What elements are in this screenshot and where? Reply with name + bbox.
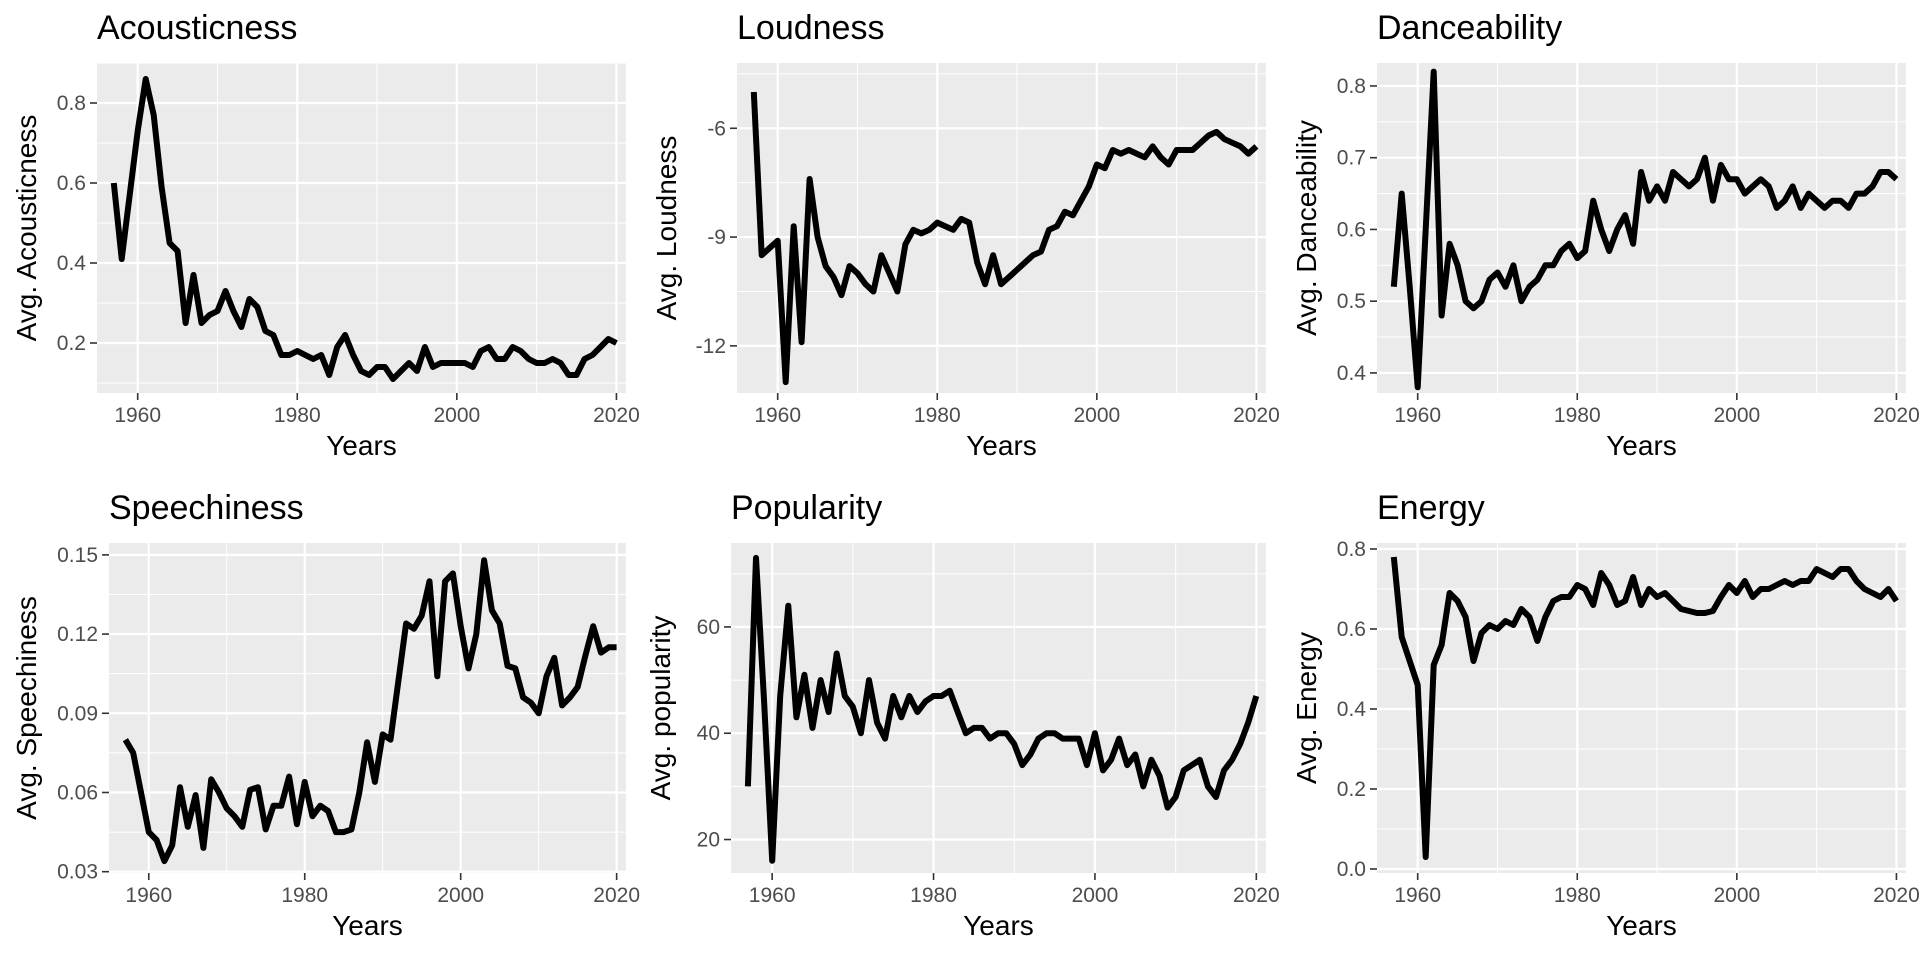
energy-y-tick-label: 0.8 — [1337, 538, 1366, 561]
speechiness-panel: Speechiness Years Avg. Speechiness 1960 1… — [11, 489, 640, 941]
danceability-ylabel: Avg. Danceability — [1291, 120, 1322, 336]
speechiness-x-tick-label: 2000 — [437, 884, 484, 907]
loudness-title: Loudness — [737, 9, 884, 47]
acousticness-panel: Acousticness Years Avg. Acousticness 196… — [11, 9, 640, 461]
energy-x-tick-label: 1960 — [1394, 884, 1441, 907]
acousticness-y-tick-label: 0.8 — [57, 92, 86, 115]
speechiness-y-tick-label: 0.15 — [57, 544, 98, 567]
speechiness-y-tick-label: 0.03 — [57, 861, 98, 884]
loudness-x-tick-label: 1980 — [914, 404, 961, 427]
energy-panel: Energy Years Avg. Energy 1960 1980 2000 202… — [1291, 489, 1920, 941]
popularity-ylabel: Avg. popularity — [645, 616, 676, 801]
energy-y-tick-label: 0.4 — [1337, 698, 1367, 721]
speechiness-xlabel: Years — [332, 910, 403, 941]
danceability-title: Danceability — [1377, 9, 1562, 47]
loudness-ylabel: Avg. Loudness — [651, 136, 682, 321]
popularity-x-tick-label: 2000 — [1072, 884, 1119, 907]
danceability-y-tick-label: 0.6 — [1337, 218, 1366, 241]
speechiness-y-tick-label: 0.06 — [57, 781, 98, 804]
popularity-y-tick-label: 40 — [697, 722, 720, 745]
energy-x-tick-label: 1980 — [1554, 884, 1601, 907]
speechiness-x-tick-label: 2020 — [593, 884, 640, 907]
danceability-y-tick-label: 0.7 — [1337, 147, 1366, 170]
danceability-x-tick-label: 1960 — [1394, 404, 1441, 427]
loudness-series-line — [750, 91, 1259, 386]
acousticness-title: Acousticness — [97, 9, 297, 47]
loudness-y-tick-label: -9 — [707, 226, 726, 249]
loudness-x-tick-label: 2000 — [1073, 404, 1120, 427]
popularity-x-tick-label: 1960 — [749, 884, 796, 907]
danceability-x-tick-label: 2020 — [1873, 404, 1920, 427]
loudness-x-tick-label: 1960 — [754, 404, 801, 427]
popularity-x-tick-label: 1980 — [910, 884, 957, 907]
speechiness-y-tick-label: 0.09 — [57, 702, 98, 725]
danceability-plot-background — [1377, 63, 1906, 393]
energy-x-tick-label: 2020 — [1873, 884, 1920, 907]
acousticness-series-line — [110, 76, 618, 382]
popularity-y-tick-label: 60 — [697, 616, 720, 639]
speechiness-x-tick-label: 1980 — [281, 884, 328, 907]
popularity-title: Popularity — [731, 489, 882, 527]
danceability-x-tick-label: 1980 — [1554, 404, 1601, 427]
popularity-xlabel: Years — [963, 910, 1034, 941]
acousticness-y-tick-label: 0.6 — [57, 172, 86, 195]
danceability-y-tick-label: 0.4 — [1337, 362, 1367, 385]
popularity-panel: Popularity Years Avg. popularity 1960 198… — [645, 489, 1280, 941]
loudness-plot-background — [737, 63, 1266, 393]
energy-xlabel: Years — [1606, 910, 1677, 941]
loudness-y-tick-label: -12 — [696, 335, 726, 358]
energy-y-tick-label: 0.0 — [1337, 858, 1366, 881]
acousticness-y-tick-label: 0.4 — [57, 252, 87, 275]
danceability-xlabel: Years — [1606, 430, 1677, 461]
acousticness-xlabel: Years — [326, 430, 397, 461]
energy-y-tick-label: 0.2 — [1337, 778, 1366, 801]
popularity-y-tick-label: 20 — [697, 829, 720, 852]
acousticness-plot-background — [97, 63, 626, 393]
acousticness-x-tick-label: 1960 — [114, 404, 161, 427]
popularity-x-tick-label: 2020 — [1233, 884, 1280, 907]
speechiness-x-tick-label: 1960 — [125, 884, 172, 907]
acousticness-ylabel: Avg. Acousticness — [11, 115, 42, 342]
loudness-panel: Loudness Years Avg. Loudness 1960 1980 200… — [651, 9, 1280, 461]
loudness-y-tick-label: -6 — [707, 117, 726, 140]
loudness-xlabel: Years — [966, 430, 1037, 461]
danceability-series-line — [1390, 68, 1899, 391]
speechiness-title: Speechiness — [109, 489, 304, 527]
danceability-y-tick-label: 0.8 — [1337, 75, 1366, 98]
speechiness-ylabel: Avg. Speechiness — [11, 596, 42, 820]
danceability-y-tick-label: 0.5 — [1337, 290, 1366, 313]
energy-title: Energy — [1377, 489, 1485, 527]
popularity-series-line — [744, 554, 1260, 864]
danceability-x-tick-label: 2000 — [1713, 404, 1760, 427]
energy-series-line — [1390, 556, 1899, 860]
acousticness-x-tick-label: 2020 — [593, 404, 640, 427]
energy-x-tick-label: 2000 — [1713, 884, 1760, 907]
speechiness-series-line — [122, 557, 617, 865]
danceability-panel: Danceability Years Avg. Danceability 196… — [1291, 9, 1920, 461]
acousticness-x-tick-label: 2000 — [433, 404, 480, 427]
popularity-plot-background — [731, 543, 1266, 873]
loudness-x-tick-label: 2020 — [1233, 404, 1280, 427]
energy-y-tick-label: 0.6 — [1337, 618, 1366, 641]
speechiness-y-tick-label: 0.12 — [57, 623, 98, 646]
acousticness-y-tick-label: 0.2 — [57, 332, 86, 355]
energy-ylabel: Avg. Energy — [1291, 632, 1322, 784]
acousticness-x-tick-label: 1980 — [274, 404, 321, 427]
